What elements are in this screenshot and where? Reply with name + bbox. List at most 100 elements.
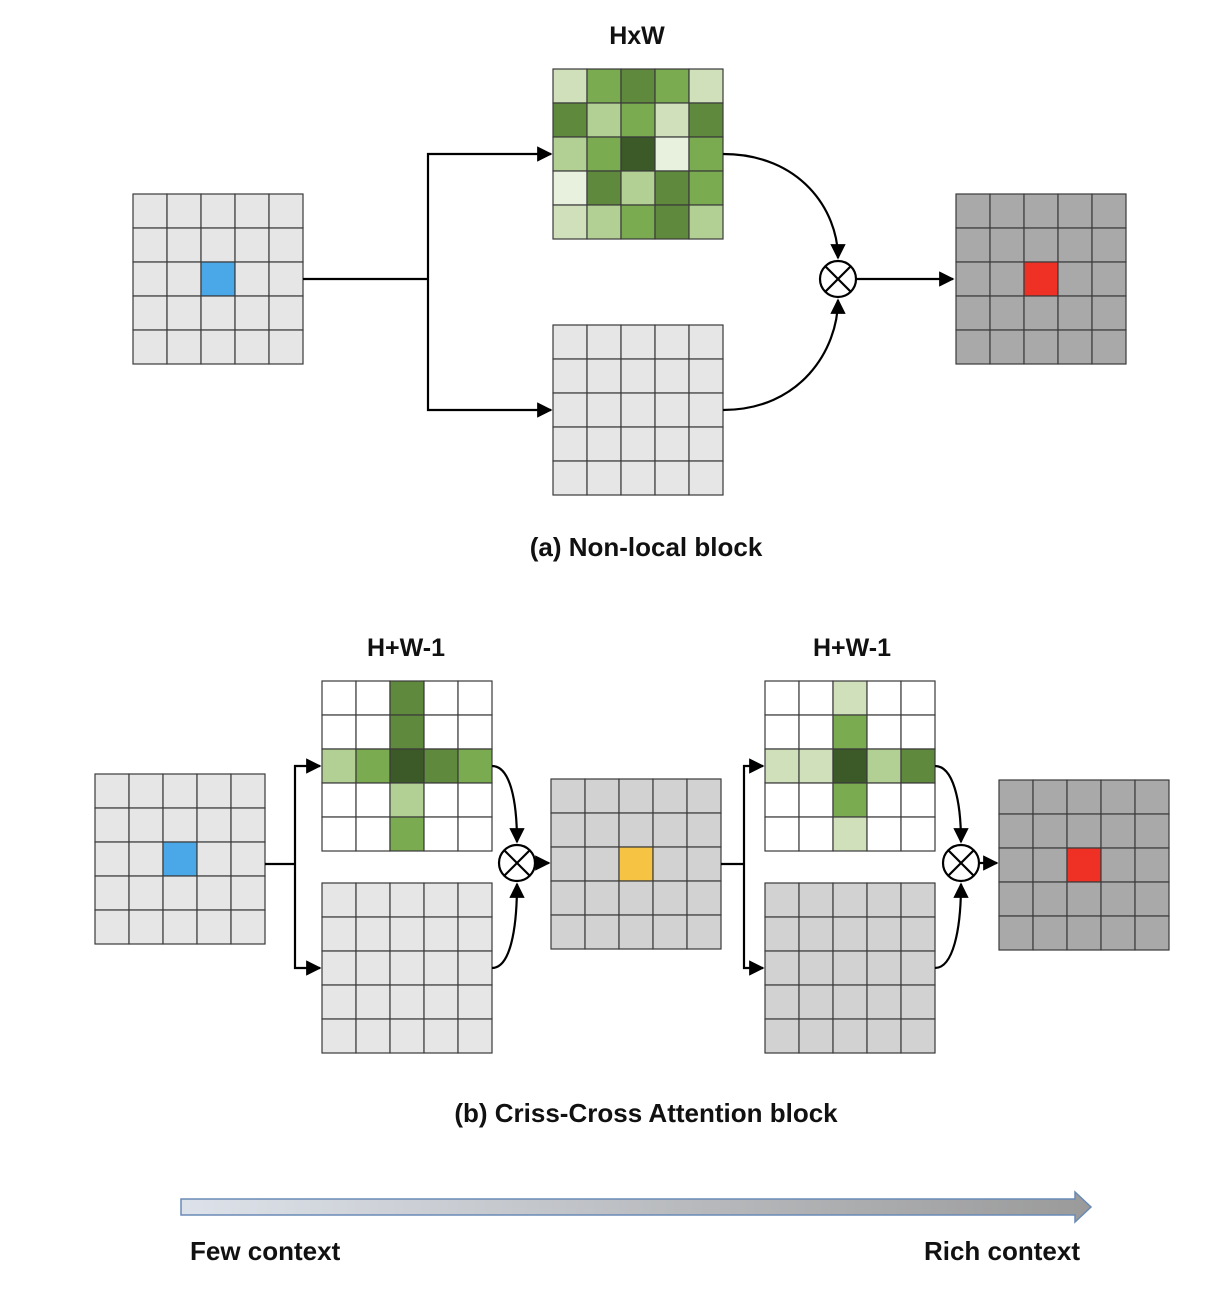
grid-cell <box>355 816 391 852</box>
panel-b-value-grid-1 <box>321 882 493 1054</box>
grid-cell <box>389 950 425 986</box>
grid-cell <box>423 950 459 986</box>
grid-cell <box>584 812 620 848</box>
grid-cell <box>654 102 690 138</box>
grid-cell <box>586 170 622 206</box>
grid-cell <box>457 816 493 852</box>
grid-cell <box>355 916 391 952</box>
grid-cell <box>798 1018 834 1054</box>
grid-cell <box>128 909 164 945</box>
grid-cell <box>620 358 656 394</box>
grid-cell <box>1100 779 1136 815</box>
grid-cell <box>457 680 493 716</box>
grid-cell <box>389 916 425 952</box>
grid-cell <box>550 812 586 848</box>
grid-cell <box>321 816 357 852</box>
grid-cell <box>550 778 586 814</box>
grid-cell <box>230 807 266 843</box>
grid-cell <box>355 984 391 1020</box>
grid-cell <box>798 782 834 818</box>
grid-cell <box>1023 261 1059 297</box>
panel-b-attn1-to-mult <box>491 764 525 844</box>
grid-cell <box>832 748 868 784</box>
grid-cell <box>423 1018 459 1054</box>
grid-cell <box>798 680 834 716</box>
panel-a-branch-up <box>426 146 553 279</box>
grid-cell <box>94 875 130 911</box>
grid-cell <box>321 950 357 986</box>
grid-cell <box>586 204 622 240</box>
grid-cell <box>1134 779 1170 815</box>
grid-cell <box>268 295 304 331</box>
grid-cell <box>423 882 459 918</box>
grid-cell <box>389 816 425 852</box>
grid-cell <box>998 915 1034 951</box>
grid-cell <box>832 782 868 818</box>
panel-a: HxW (a) Non-local block <box>132 22 1127 562</box>
grid-cell <box>1023 193 1059 229</box>
grid-cell <box>196 773 232 809</box>
grid-cell <box>652 778 688 814</box>
grid-cell <box>423 816 459 852</box>
grid-cell <box>955 329 991 365</box>
grid-cell <box>1091 193 1127 229</box>
grid-cell <box>586 426 622 462</box>
grid-cell <box>457 748 493 784</box>
grid-cell <box>550 914 586 950</box>
grid-cell <box>132 193 168 229</box>
grid-cell <box>162 909 198 945</box>
grid-cell <box>200 193 236 229</box>
grid-cell <box>162 875 198 911</box>
panel-a-input-grid <box>132 193 304 365</box>
grid-cell <box>832 916 868 952</box>
grid-cell <box>584 880 620 916</box>
grid-cell <box>1091 227 1127 263</box>
grid-cell <box>586 136 622 172</box>
grid-cell <box>132 227 168 263</box>
grid-cell <box>688 102 724 138</box>
grid-cell <box>798 950 834 986</box>
grid-cell <box>94 909 130 945</box>
grid-cell <box>552 324 588 360</box>
grid-cell <box>654 392 690 428</box>
grid-cell <box>686 812 722 848</box>
grid-cell <box>866 950 902 986</box>
grid-cell <box>166 193 202 229</box>
grid-cell <box>764 882 800 918</box>
grid-cell <box>686 880 722 916</box>
panel-a-value-to-mult <box>722 298 846 412</box>
grid-cell <box>866 714 902 750</box>
grid-cell <box>1066 881 1102 917</box>
grid-cell <box>457 782 493 818</box>
panel-b-branch-down-2 <box>742 864 765 976</box>
grid-cell <box>552 460 588 496</box>
grid-cell <box>128 773 164 809</box>
grid-cell <box>1032 881 1068 917</box>
grid-cell <box>866 916 902 952</box>
grid-cell <box>866 1018 902 1054</box>
grid-cell <box>586 392 622 428</box>
grid-cell <box>866 748 902 784</box>
grid-cell <box>457 1018 493 1054</box>
grid-cell <box>166 295 202 331</box>
grid-cell <box>457 950 493 986</box>
grid-cell <box>1057 261 1093 297</box>
panel-b-attention-map-2 <box>764 680 936 852</box>
grid-cell <box>832 714 868 750</box>
grid-cell <box>620 324 656 360</box>
panel-b-value-grid-2 <box>764 882 936 1054</box>
panel-a-multiply-operator <box>818 259 858 299</box>
panel-b-intermediate-grid <box>550 778 722 950</box>
panel-a-output-grid <box>955 193 1127 365</box>
grid-cell <box>900 714 936 750</box>
grid-cell <box>94 773 130 809</box>
grid-cell <box>132 261 168 297</box>
grid-cell <box>132 295 168 331</box>
grid-cell <box>798 816 834 852</box>
grid-cell <box>998 847 1034 883</box>
grid-cell <box>688 460 724 496</box>
grid-cell <box>686 914 722 950</box>
grid-cell <box>94 841 130 877</box>
grid-cell <box>1100 813 1136 849</box>
